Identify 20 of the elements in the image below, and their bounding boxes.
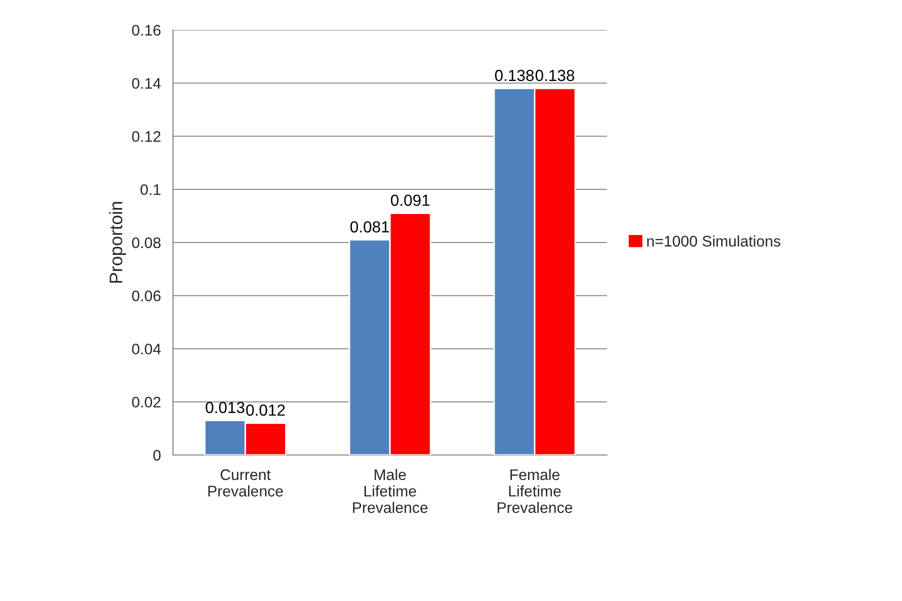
y-tick-label: 0.08 <box>132 237 161 248</box>
data-label: 0.138 <box>536 70 574 82</box>
y-tick-label: 0.14 <box>132 78 161 89</box>
data-label: 0.091 <box>390 194 430 206</box>
y-tick-label: 0.12 <box>132 131 160 142</box>
data-label: 0.138 <box>495 70 534 82</box>
x-tick-label: Current Prevalence <box>208 469 283 497</box>
y-tick-label: 0.1 <box>140 184 160 196</box>
x-tick-label: Female Lifetime Prevalence <box>498 468 572 514</box>
x-tick-label: Male Lifetime Prevalence <box>353 468 428 514</box>
y-tick-label: 0.06 <box>132 290 161 302</box>
data-label: 0.013 <box>206 402 244 414</box>
y-tick-label: 0.04 <box>132 344 161 354</box>
y-tick-label: 0 <box>153 450 161 461</box>
y-axis-title: Proportoin <box>109 202 126 283</box>
data-label: 0.012 <box>246 404 285 416</box>
legend-label: n=1000 Simulations <box>647 235 780 247</box>
y-tick-label: 0.16 <box>132 24 161 36</box>
y-tick-label: 0.02 <box>132 396 160 408</box>
data-label: 0.081 <box>350 221 389 233</box>
